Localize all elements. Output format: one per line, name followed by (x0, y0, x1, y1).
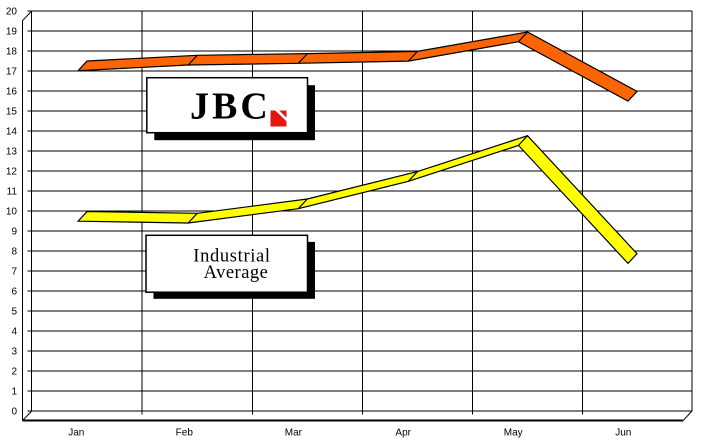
svg-text:8: 8 (11, 247, 17, 258)
svg-text:Jun: Jun (615, 428, 631, 439)
svg-text:6: 6 (11, 287, 17, 298)
svg-text:4: 4 (11, 327, 17, 338)
svg-text:Jan: Jan (68, 428, 84, 439)
svg-text:13: 13 (6, 147, 18, 158)
svg-text:20: 20 (6, 7, 18, 18)
svg-text:16: 16 (6, 87, 18, 98)
svg-text:15: 15 (6, 107, 18, 118)
svg-text:Feb: Feb (176, 428, 194, 439)
svg-text:5: 5 (11, 307, 17, 318)
svg-text:9: 9 (11, 227, 17, 238)
svg-text:3: 3 (11, 347, 17, 358)
svg-text:17: 17 (6, 67, 18, 78)
svg-text:JBC: JBC (190, 86, 271, 128)
svg-text:Industrial: Industrial (193, 246, 270, 266)
svg-text:Average: Average (204, 263, 269, 283)
svg-text:19: 19 (6, 27, 18, 38)
svg-text:14: 14 (6, 127, 18, 138)
svg-text:2: 2 (11, 367, 17, 378)
svg-text:0: 0 (11, 407, 17, 418)
svg-text:May: May (504, 428, 523, 439)
svg-text:10: 10 (6, 207, 18, 218)
svg-text:Mar: Mar (285, 428, 303, 439)
svg-text:18: 18 (6, 47, 18, 58)
svg-text:12: 12 (6, 167, 18, 178)
svg-text:11: 11 (7, 187, 18, 198)
svg-text:Apr: Apr (395, 428, 411, 439)
svg-text:7: 7 (11, 267, 17, 278)
svg-text:1: 1 (11, 387, 17, 398)
